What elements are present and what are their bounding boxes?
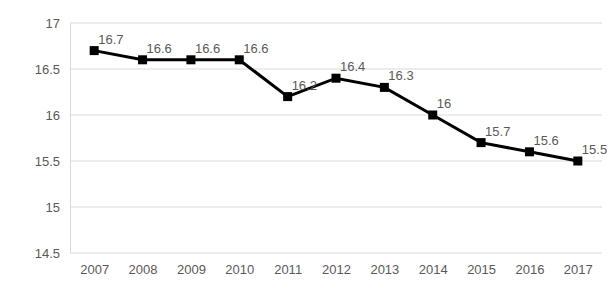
y-tick-label: 17 <box>46 16 60 31</box>
marker <box>573 157 582 166</box>
marker <box>380 83 389 92</box>
grid <box>70 23 602 253</box>
marker <box>428 111 437 120</box>
x-tick-label: 2008 <box>129 262 158 277</box>
x-tick: 2011 <box>274 253 302 277</box>
data-label: 16.6 <box>195 41 220 56</box>
y-tick-label: 14.5 <box>35 246 60 261</box>
x-tick-label: 2009 <box>177 262 206 277</box>
data-label: 16.6 <box>147 41 172 56</box>
y-tick: 15.5 <box>35 154 70 169</box>
data-label: 16.4 <box>340 59 365 74</box>
x-tick: 2009 <box>177 253 206 277</box>
y-tick: 16 <box>46 108 70 123</box>
chart: 14.51515.51616.5172007200820092010201120… <box>0 0 612 303</box>
marker <box>186 55 195 64</box>
y-tick: 16.5 <box>35 62 70 77</box>
y-axis-line <box>70 24 71 254</box>
data-label: 16 <box>437 96 451 111</box>
x-tick: 2013 <box>370 253 399 277</box>
grid-line <box>70 69 602 70</box>
marker <box>283 92 292 101</box>
y-tick-label: 15.5 <box>35 154 60 169</box>
y-tick: 17 <box>46 16 70 31</box>
grid-line <box>70 161 602 162</box>
plot-area <box>90 46 583 165</box>
data-label: 15.5 <box>582 142 607 157</box>
marker <box>477 138 486 147</box>
x-axis: 2007 2008 2009 2010 2011 2012 2013 2014 2015 2016… <box>71 253 603 277</box>
grid-line <box>70 23 602 24</box>
data-label: 16.3 <box>388 68 413 83</box>
data-label: 16.2 <box>292 78 317 93</box>
data-labels: 16.7 16.6 16.6 16.6 16.2 16.4 16.3 16 15.7 15.6 15… <box>98 32 607 157</box>
data-label: 16.6 <box>243 41 268 56</box>
marker <box>90 46 99 55</box>
x-tick: 2016 <box>515 253 544 277</box>
x-tick-label: 2012 <box>322 262 351 277</box>
marker <box>525 147 534 156</box>
x-tick-label: 2017 <box>564 262 593 277</box>
y-tick: 14.5 <box>35 246 70 261</box>
x-tick-label: 2011 <box>274 262 302 277</box>
x-tick: 2010 <box>225 253 254 277</box>
x-tick-label: 2014 <box>419 262 448 277</box>
data-label: 15.6 <box>533 133 558 148</box>
grid-line <box>70 115 602 116</box>
x-tick-label: 2016 <box>515 262 544 277</box>
line <box>94 51 578 161</box>
x-tick-label: 2010 <box>225 262 254 277</box>
x-tick-label: 2013 <box>370 262 399 277</box>
data-label: 16.7 <box>98 32 123 47</box>
marker <box>138 55 147 64</box>
x-tick: 2014 <box>419 253 448 277</box>
x-tick: 2017 <box>564 253 593 277</box>
y-axis: 14.5 15 15.5 16 16.5 17 <box>35 16 71 261</box>
x-tick: 2008 <box>129 253 158 277</box>
y-tick-label: 16.5 <box>35 62 60 77</box>
grid-line <box>70 207 602 208</box>
y-tick-label: 15 <box>46 200 60 215</box>
marker <box>332 74 341 83</box>
y-tick: 15 <box>46 200 70 215</box>
x-tick-label: 2015 <box>467 262 496 277</box>
x-tick: 2012 <box>322 253 351 277</box>
grid-line <box>70 253 602 254</box>
marker <box>235 55 244 64</box>
data-label: 15.7 <box>485 124 510 139</box>
x-axis-line <box>71 253 603 254</box>
x-tick-label: 2007 <box>80 262 109 277</box>
x-tick: 2015 <box>467 253 496 277</box>
x-tick: 2007 <box>80 253 109 277</box>
y-tick-label: 16 <box>46 108 60 123</box>
